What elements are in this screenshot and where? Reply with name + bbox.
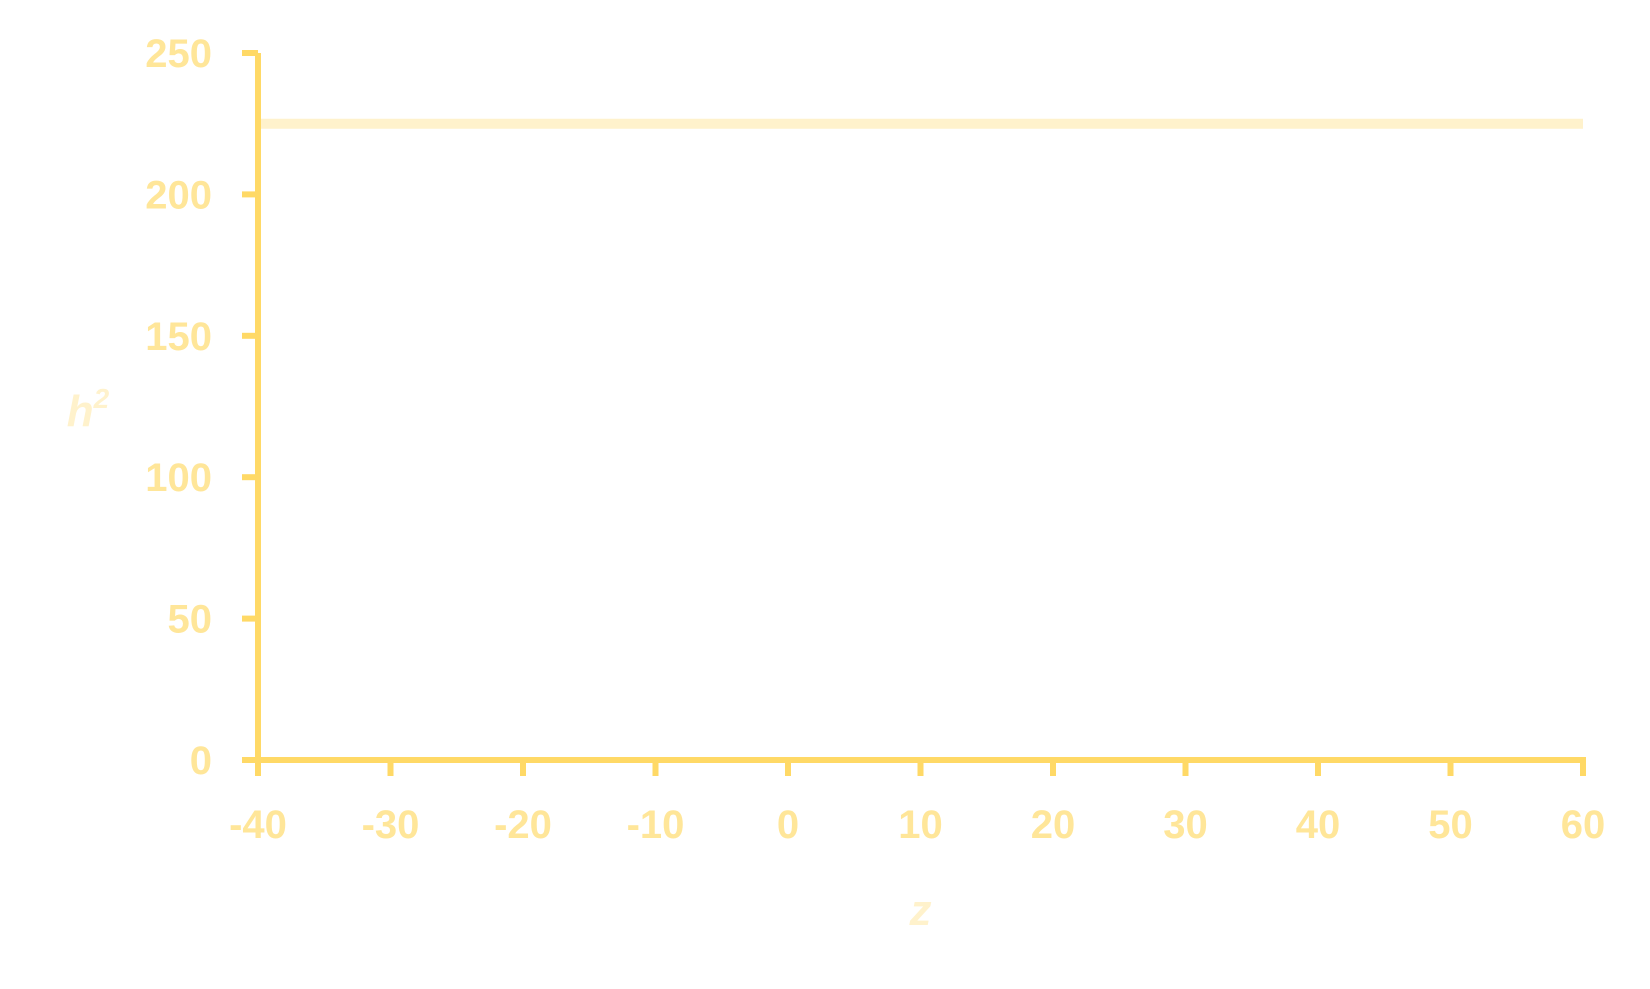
x-tick-label: 30 (1163, 803, 1208, 847)
axis-layer (242, 50, 1586, 776)
y-tick-label: 100 (145, 456, 212, 500)
y-tick-label: 250 (145, 32, 212, 76)
x-tick-label: 20 (1031, 803, 1076, 847)
x-tick-label: -10 (627, 803, 685, 847)
y-tick-label: 150 (145, 315, 212, 359)
x-tick-label: 60 (1561, 803, 1606, 847)
x-tick-label: 50 (1428, 803, 1473, 847)
x-tick-label: 40 (1296, 803, 1341, 847)
y-axis-title: h2 (67, 383, 110, 436)
x-tick-label: 0 (777, 803, 799, 847)
y-axis-title-base: h (67, 387, 94, 436)
y-axis-title-superscript: 2 (93, 383, 110, 414)
y-tick-label: 0 (190, 739, 212, 783)
x-tick-label: 10 (898, 803, 943, 847)
y-tick-label: 50 (168, 598, 213, 642)
x-tick-label: -20 (494, 803, 552, 847)
y-tick-label: 200 (145, 173, 212, 217)
x-tick-label: -40 (229, 803, 287, 847)
x-tick-label: -30 (362, 803, 420, 847)
x-axis-title: z (909, 886, 932, 935)
